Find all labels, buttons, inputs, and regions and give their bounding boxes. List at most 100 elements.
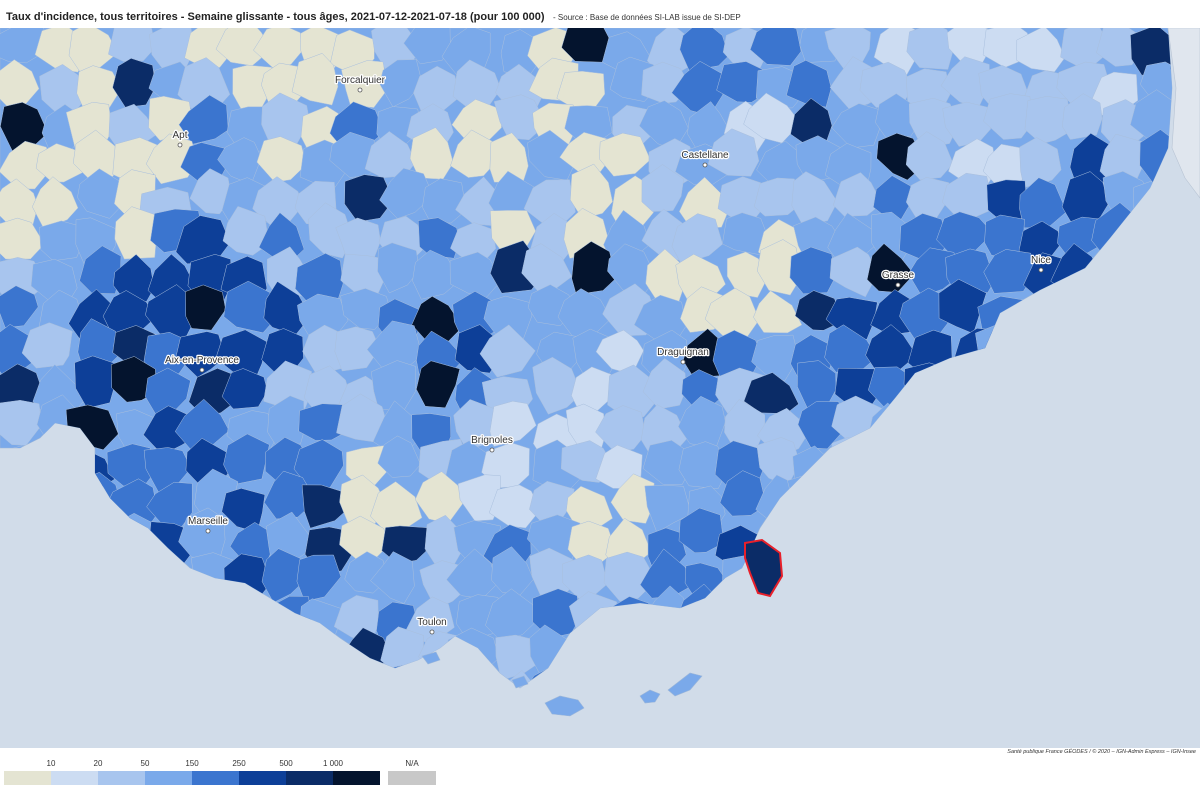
commune-328[interactable] bbox=[298, 403, 349, 441]
commune-194[interactable] bbox=[79, 245, 122, 294]
city-brignoles: Brignoles bbox=[470, 434, 514, 453]
commune-290[interactable] bbox=[74, 355, 118, 409]
commune-207[interactable] bbox=[571, 241, 617, 295]
commune-336[interactable] bbox=[595, 405, 646, 453]
commune-324[interactable] bbox=[143, 405, 197, 456]
commune-0[interactable] bbox=[0, 28, 49, 64]
commune-401[interactable] bbox=[644, 484, 692, 533]
commune-202[interactable] bbox=[377, 242, 420, 294]
commune-160[interactable] bbox=[0, 217, 45, 260]
commune-291[interactable] bbox=[110, 356, 157, 403]
commune-333[interactable] bbox=[489, 400, 537, 447]
commune-137[interactable] bbox=[344, 174, 394, 223]
city-marker bbox=[895, 282, 901, 288]
choropleth-map[interactable]: Forcalquier Apt Castellane Grasse Nice Aix-en… bbox=[0, 28, 1200, 748]
credits: Santé publique France GÉODES / © 2020 – … bbox=[1007, 749, 1196, 755]
commune-230[interactable] bbox=[223, 280, 276, 334]
commune-91[interactable] bbox=[1024, 96, 1074, 145]
commune-203[interactable] bbox=[412, 249, 461, 300]
commune-362[interactable] bbox=[377, 435, 421, 478]
commune-133[interactable] bbox=[189, 168, 232, 215]
commune-97[interactable] bbox=[35, 143, 84, 183]
commune-212[interactable] bbox=[757, 239, 802, 296]
city-toulon: Toulon bbox=[416, 616, 448, 635]
commune-261[interactable] bbox=[175, 331, 226, 378]
commune-396[interactable] bbox=[457, 474, 501, 522]
commune-320[interactable] bbox=[0, 400, 43, 446]
city-label: Aix-en-Provence bbox=[165, 355, 239, 366]
commune-269[interactable] bbox=[479, 324, 536, 378]
commune-86[interactable] bbox=[831, 103, 881, 149]
commune-42[interactable] bbox=[379, 59, 423, 108]
commune-302[interactable] bbox=[532, 357, 582, 415]
legend: 10 20 50 150 250 500 1 000 N/A bbox=[0, 756, 450, 796]
commune-166[interactable] bbox=[222, 206, 270, 256]
commune-493[interactable] bbox=[485, 588, 535, 643]
commune-265[interactable] bbox=[334, 326, 380, 372]
commune-120[interactable] bbox=[905, 131, 954, 181]
commune-15[interactable] bbox=[561, 28, 612, 63]
commune-213[interactable] bbox=[789, 246, 837, 295]
commune-77[interactable] bbox=[493, 94, 547, 141]
commune-332[interactable] bbox=[453, 399, 498, 451]
commune-171[interactable] bbox=[418, 217, 460, 259]
commune-108[interactable] bbox=[450, 129, 498, 178]
commune-257[interactable] bbox=[21, 322, 73, 369]
commune-392[interactable] bbox=[301, 484, 351, 529]
commune-96[interactable] bbox=[0, 140, 52, 190]
commune-145[interactable] bbox=[641, 164, 684, 212]
commune-138[interactable] bbox=[379, 167, 434, 219]
map-canvas[interactable]: Forcalquier Apt Castellane Grasse Nice Aix-en… bbox=[0, 28, 1200, 748]
city-label: Brignoles bbox=[471, 435, 513, 446]
commune-40[interactable] bbox=[291, 53, 339, 106]
legend-swatch bbox=[51, 771, 98, 785]
commune-178[interactable] bbox=[671, 213, 723, 265]
commune-103[interactable] bbox=[256, 136, 307, 183]
commune-179[interactable] bbox=[722, 212, 768, 256]
commune-35[interactable] bbox=[112, 58, 157, 108]
city-draguignan: Draguignan bbox=[656, 346, 710, 365]
legend-swatch bbox=[286, 771, 333, 785]
commune-434[interactable] bbox=[678, 507, 725, 554]
commune-244[interactable] bbox=[753, 290, 803, 334]
commune-18[interactable] bbox=[679, 28, 729, 72]
commune-84[interactable] bbox=[743, 92, 802, 144]
commune-27[interactable] bbox=[1016, 28, 1066, 73]
commune-397[interactable] bbox=[488, 484, 542, 529]
commune-90[interactable] bbox=[983, 93, 1033, 140]
commune-341[interactable] bbox=[797, 401, 845, 450]
commune-112[interactable] bbox=[599, 132, 651, 177]
commune-458[interactable] bbox=[370, 551, 415, 604]
commune-211[interactable] bbox=[726, 251, 768, 298]
commune-233[interactable] bbox=[340, 288, 391, 330]
commune-150[interactable] bbox=[833, 172, 883, 217]
selected-commune[interactable] bbox=[744, 538, 784, 598]
commune-218[interactable] bbox=[983, 249, 1035, 294]
commune-455[interactable] bbox=[261, 548, 306, 603]
commune-100[interactable] bbox=[145, 133, 198, 185]
commune-51[interactable] bbox=[716, 61, 769, 103]
commune-305[interactable] bbox=[642, 358, 687, 410]
commune-369[interactable] bbox=[642, 440, 692, 485]
commune-400[interactable] bbox=[610, 473, 655, 524]
city-apt: Apt bbox=[171, 129, 189, 148]
commune-115[interactable] bbox=[707, 128, 760, 177]
commune-456[interactable] bbox=[296, 554, 342, 602]
commune-3[interactable] bbox=[108, 28, 156, 62]
commune-148[interactable] bbox=[753, 177, 800, 217]
commune-41[interactable] bbox=[341, 60, 389, 108]
commune-214[interactable] bbox=[829, 246, 879, 298]
commune-143[interactable] bbox=[570, 163, 613, 220]
city-marker bbox=[205, 528, 211, 534]
commune-130[interactable] bbox=[77, 168, 123, 219]
commune-403[interactable] bbox=[719, 470, 767, 517]
commune-224[interactable] bbox=[0, 285, 39, 328]
commune-358[interactable] bbox=[223, 433, 270, 485]
commune-294[interactable] bbox=[221, 368, 268, 410]
commune-299[interactable] bbox=[416, 360, 461, 409]
commune-20[interactable] bbox=[749, 28, 802, 66]
commune-24[interactable] bbox=[906, 28, 954, 70]
commune-229[interactable] bbox=[185, 284, 226, 331]
commune-11[interactable] bbox=[403, 28, 451, 65]
commune-69[interactable] bbox=[178, 94, 229, 145]
